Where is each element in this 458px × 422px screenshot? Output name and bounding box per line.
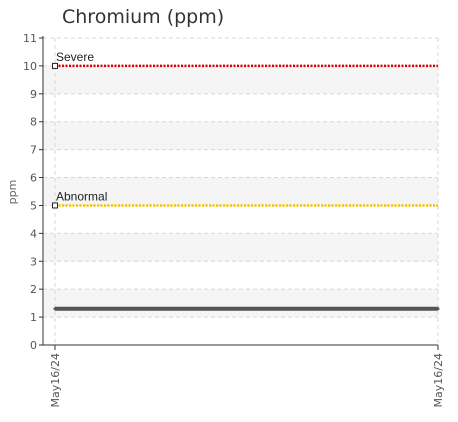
y-tick-label: 7 <box>30 144 37 157</box>
x-tick-label: May16/24 <box>49 353 62 407</box>
y-axis-title: ppm <box>6 180 19 205</box>
reference-label: Abnormal <box>56 189 107 203</box>
data-series <box>53 306 440 311</box>
y-tick-labels: 0 1 2 3 4 5 6 7 8 9 10 11 <box>23 32 37 352</box>
y-tick-label: 0 <box>30 339 37 352</box>
data-point <box>436 307 440 311</box>
reference-marker <box>52 202 58 209</box>
y-tick-label: 3 <box>30 255 37 268</box>
y-tick-label: 9 <box>30 88 37 101</box>
grid-band <box>43 233 438 262</box>
reference-label: Severe <box>56 50 94 64</box>
y-tick-label: 10 <box>23 60 37 73</box>
y-tick-label: 4 <box>30 227 37 240</box>
reference-marker <box>52 62 58 69</box>
grid-band <box>43 121 438 150</box>
grid-band <box>43 65 438 94</box>
grid-band <box>43 289 438 318</box>
x-tick-label: May16/24 <box>432 353 445 407</box>
chart-title: Chromium (ppm) <box>62 6 225 28</box>
grid-band <box>43 177 438 206</box>
y-tick-label: 1 <box>30 311 37 324</box>
y-tick-label: 11 <box>23 32 37 45</box>
y-tick-label: 6 <box>30 172 37 185</box>
alternating-bands <box>43 65 438 318</box>
data-point <box>53 307 57 311</box>
x-tick-labels: May16/24 May16/24 <box>49 353 445 407</box>
reference-lines: Severe Abnormal <box>52 50 438 209</box>
y-tick-label: 5 <box>30 199 37 212</box>
y-tick-label: 8 <box>30 116 37 129</box>
axes <box>39 36 439 350</box>
y-tick-label: 2 <box>30 283 37 296</box>
